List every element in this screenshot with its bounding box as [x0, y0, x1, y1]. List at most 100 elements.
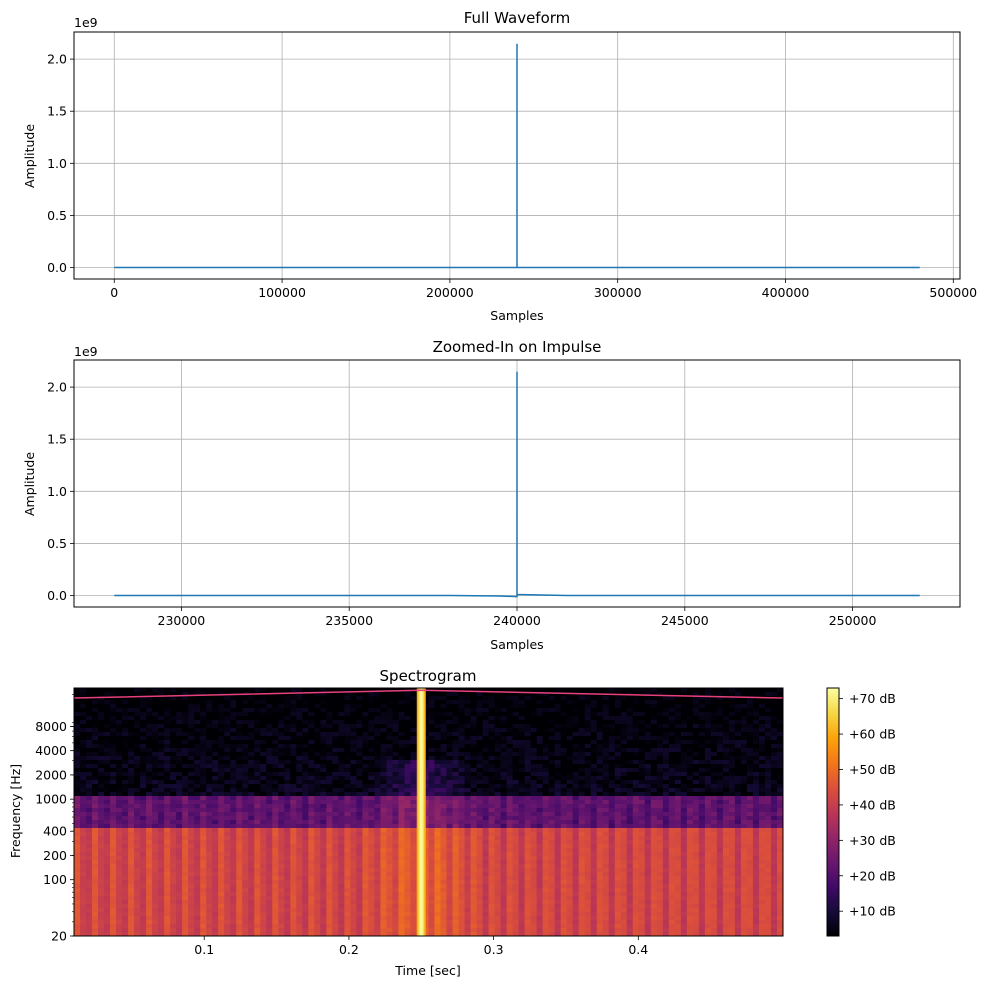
spectrogram-cell — [495, 804, 502, 809]
spectrogram-cell — [296, 820, 303, 825]
spectrogram-cell — [356, 704, 363, 709]
spectrogram-cell — [501, 896, 508, 901]
spectrogram-cell — [158, 716, 165, 721]
spectrogram-cell — [453, 852, 460, 857]
spectrogram-cell — [362, 816, 369, 821]
spectrogram-cell — [164, 732, 171, 737]
spectrogram-cell — [146, 700, 153, 705]
spectrogram-cell — [513, 756, 520, 761]
spectrogram-cell — [110, 928, 117, 933]
spectrogram-cell — [459, 784, 466, 789]
spectrogram-cell — [344, 804, 351, 809]
spectrogram-cell — [110, 856, 117, 861]
spectrogram-cell — [116, 780, 123, 785]
spectrogram-cell — [471, 800, 478, 805]
spectrogram-cell — [338, 736, 345, 741]
spectrogram-cell — [398, 880, 405, 885]
spectrogram-cell — [242, 764, 249, 769]
spectrogram-cell — [116, 808, 123, 813]
spectrogram-cell — [80, 832, 87, 837]
spectrogram-cell — [248, 704, 255, 709]
spectrogram-cell — [170, 728, 177, 733]
spectrogram-cell — [350, 888, 357, 893]
spectrogram-cell — [230, 712, 237, 717]
spectrogram-cell — [128, 832, 135, 837]
spectrogram-cell — [459, 856, 466, 861]
spectrogram-cell — [134, 788, 141, 793]
spectrogram-cell — [164, 744, 171, 749]
spectrogram-cell — [206, 832, 213, 837]
spectrogram-cell — [525, 792, 532, 797]
spectrogram-cell — [104, 764, 111, 769]
spectrogram-cell — [453, 708, 460, 713]
spectrogram-cell — [212, 896, 219, 901]
spectrogram-cell — [441, 828, 448, 833]
spectrogram-cell — [146, 860, 153, 865]
spectrogram-cell — [368, 808, 375, 813]
spectrogram-cell — [465, 752, 472, 757]
spectrogram-cell — [74, 712, 81, 717]
spectrogram-cell — [519, 780, 526, 785]
spectrogram-cell — [465, 736, 472, 741]
spectrogram-cell — [513, 900, 520, 905]
spectrogram-cell — [176, 708, 183, 713]
spectrogram-cell — [404, 780, 411, 785]
spectrogram-cell — [344, 728, 351, 733]
spectrogram-cell — [158, 832, 165, 837]
spectrogram-cell — [447, 744, 454, 749]
spectrogram-cell — [176, 736, 183, 741]
spectrogram-cell — [543, 780, 550, 785]
spectrogram-cell — [296, 816, 303, 821]
spectrogram-cell — [164, 868, 171, 873]
spectrogram-cell — [507, 864, 514, 869]
spectrogram-cell — [386, 920, 393, 925]
spectrogram-cell — [230, 868, 237, 873]
spectrogram-cell — [182, 880, 189, 885]
spectrogram-cell — [164, 720, 171, 725]
spectrogram-cell — [206, 840, 213, 845]
spectrogram-cell — [188, 868, 195, 873]
spectrogram-cell — [489, 736, 496, 741]
spectrogram-cell — [465, 776, 472, 781]
spectrogram-cell — [260, 780, 267, 785]
spectrogram-cell — [308, 716, 315, 721]
spectrogram-cell — [86, 752, 93, 757]
spectrogram-cell — [392, 784, 399, 789]
spectrogram-cell — [332, 856, 339, 861]
spectrogram-cell — [92, 900, 99, 905]
spectrogram-cell — [537, 796, 544, 801]
spectrogram-cell — [296, 804, 303, 809]
spectrogram-cell — [368, 824, 375, 829]
spectrogram-cell — [308, 800, 315, 805]
spectrogram-cell — [374, 720, 381, 725]
spectrogram-cell — [308, 720, 315, 725]
spectrogram-cell — [453, 904, 460, 909]
spectrogram-cell — [447, 704, 454, 709]
spectrogram-cell — [302, 816, 309, 821]
spectrogram-cell — [224, 704, 231, 709]
spectrogram-cell — [314, 800, 321, 805]
spectrogram-cell — [350, 812, 357, 817]
spectrogram-cell — [338, 848, 345, 853]
spectrogram-cell — [188, 908, 195, 913]
spectrogram-cell — [284, 836, 291, 841]
spectrogram-cell — [386, 740, 393, 745]
spectrogram-cell — [140, 856, 147, 861]
spectrogram-cell — [374, 828, 381, 833]
spectrogram-cell — [525, 788, 532, 793]
spectrogram-cell — [338, 888, 345, 893]
spectrogram-cell — [483, 792, 490, 797]
spectrogram-cell — [344, 720, 351, 725]
spectrogram-cell — [200, 928, 207, 933]
spectrogram-cell — [296, 792, 303, 797]
spectrogram-cell — [362, 824, 369, 829]
spectrogram-cell — [206, 856, 213, 861]
spectrogram-cell — [537, 816, 544, 821]
spectrogram-cell — [110, 848, 117, 853]
spectrogram-cell — [513, 908, 520, 913]
spectrogram-cell — [230, 812, 237, 817]
spectrogram-cell — [368, 748, 375, 753]
spectrogram-cell — [290, 800, 297, 805]
spectrogram-cell — [80, 904, 87, 909]
spectrogram-cell — [380, 756, 387, 761]
